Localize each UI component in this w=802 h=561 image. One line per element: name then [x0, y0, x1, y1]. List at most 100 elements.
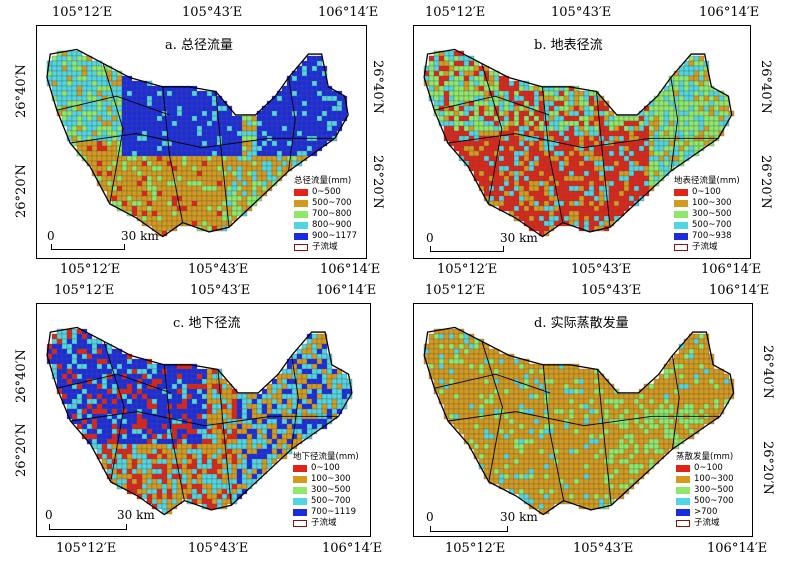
raster-cell	[698, 373, 705, 380]
lon-label-left: 105°12′E	[425, 283, 486, 298]
raster-cell	[71, 55, 78, 62]
raster-cell	[473, 343, 480, 350]
raster-cell	[236, 135, 243, 142]
raster-cell	[598, 378, 605, 385]
raster-cell	[663, 368, 670, 375]
raster-cell	[111, 418, 118, 425]
raster-cell	[458, 358, 465, 365]
raster-cell	[246, 195, 253, 202]
raster-cell	[86, 358, 93, 365]
raster-cell	[703, 378, 710, 385]
raster-cell	[306, 85, 313, 92]
raster-cell	[698, 125, 705, 132]
raster-cell	[116, 195, 123, 202]
raster-cell	[76, 95, 83, 102]
raster-cell	[246, 393, 253, 400]
raster-cell	[276, 378, 283, 385]
raster-cell	[311, 358, 318, 365]
raster-cell	[678, 155, 685, 162]
raster-cell	[181, 180, 188, 187]
raster-cell	[633, 433, 640, 440]
raster-cell	[91, 125, 98, 132]
raster-cell	[316, 418, 323, 425]
raster-cell	[161, 488, 168, 495]
raster-cell	[236, 423, 243, 430]
raster-cell	[493, 190, 500, 197]
raster-cell	[131, 413, 138, 420]
raster-cell	[563, 155, 570, 162]
raster-cell	[301, 115, 308, 122]
raster-cell	[683, 343, 690, 350]
raster-cell	[301, 343, 308, 350]
raster-cell	[578, 180, 585, 187]
raster-cell	[311, 55, 318, 62]
raster-cell	[683, 353, 690, 360]
raster-cell	[131, 190, 138, 197]
raster-cell	[513, 165, 520, 172]
raster-cell	[181, 200, 188, 207]
raster-cell	[643, 388, 650, 395]
raster-cell	[206, 453, 213, 460]
raster-cell	[306, 418, 313, 425]
raster-cell	[653, 165, 660, 172]
raster-cell	[276, 95, 283, 102]
raster-cell	[578, 220, 585, 227]
raster-cell	[463, 155, 470, 162]
raster-cell	[558, 115, 565, 122]
raster-cell	[648, 115, 655, 122]
raster-cell	[331, 125, 338, 132]
raster-cell	[181, 210, 188, 217]
raster-cell	[663, 145, 670, 152]
raster-cell	[71, 115, 78, 122]
raster-cell	[473, 358, 480, 365]
raster-cell	[628, 125, 635, 132]
raster-cell	[453, 85, 460, 92]
raster-cell	[428, 363, 435, 370]
raster-cell	[326, 388, 333, 395]
raster-cell	[653, 378, 660, 385]
raster-cell	[326, 398, 333, 405]
raster-cell	[211, 483, 218, 490]
raster-cell	[448, 85, 455, 92]
raster-cell	[96, 423, 103, 430]
raster-cell	[316, 348, 323, 355]
raster-cell	[618, 200, 625, 207]
raster-cell	[453, 348, 460, 355]
raster-cell	[91, 60, 98, 67]
raster-cell	[528, 125, 535, 132]
raster-cell	[211, 388, 218, 395]
raster-cell	[578, 413, 585, 420]
raster-cell	[658, 393, 665, 400]
raster-cell	[568, 393, 575, 400]
raster-cell	[578, 120, 585, 127]
raster-cell	[568, 180, 575, 187]
raster-cell	[568, 215, 575, 222]
raster-cell	[453, 55, 460, 62]
raster-cell	[171, 145, 178, 152]
raster-cell	[246, 185, 253, 192]
raster-cell	[688, 348, 695, 355]
raster-cell	[543, 368, 550, 375]
raster-cell	[628, 398, 635, 405]
raster-cell	[528, 90, 535, 97]
raster-cell	[628, 423, 635, 430]
raster-cell	[613, 130, 620, 137]
raster-cell	[81, 393, 88, 400]
raster-cell	[688, 145, 695, 152]
raster-cell	[593, 190, 600, 197]
raster-cell	[341, 378, 348, 385]
raster-cell	[663, 95, 670, 102]
raster-cell	[603, 140, 610, 147]
raster-cell	[196, 195, 203, 202]
raster-cell	[136, 438, 143, 445]
raster-cell	[91, 418, 98, 425]
raster-cell	[563, 200, 570, 207]
raster-cell	[231, 160, 238, 167]
raster-cell	[523, 170, 530, 177]
raster-cell	[116, 75, 123, 82]
raster-cell	[468, 398, 475, 405]
raster-cell	[56, 348, 63, 355]
raster-cell	[608, 175, 615, 182]
raster-cell	[266, 438, 273, 445]
raster-cell	[106, 125, 113, 132]
